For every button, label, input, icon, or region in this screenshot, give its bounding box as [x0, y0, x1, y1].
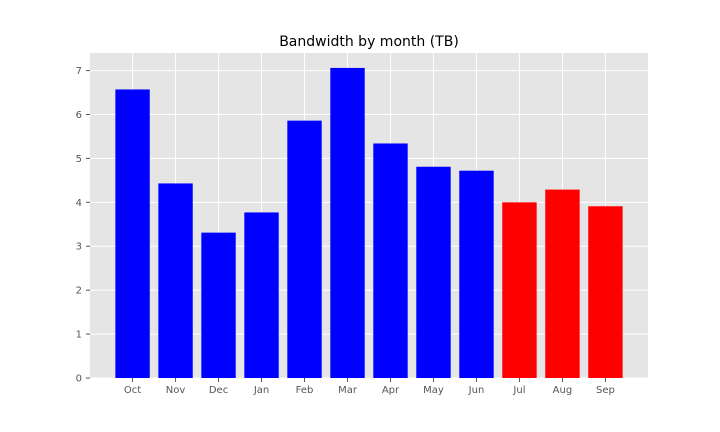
- x-tick-label: Jan: [253, 385, 269, 396]
- bar-jan: [244, 212, 279, 378]
- x-axis-ticks: Oct Nov Dec Jan Feb Mar Apr May Jun Jul Aug Sep: [124, 378, 615, 396]
- bar-nov: [158, 183, 193, 378]
- x-tick-label: Dec: [209, 385, 228, 396]
- bar-feb: [287, 120, 322, 378]
- bar-mar: [330, 67, 365, 378]
- y-tick-label: 2: [76, 286, 82, 297]
- x-tick-label: Jun: [468, 385, 485, 396]
- x-tick-label: Oct: [124, 385, 141, 396]
- bar-apr: [373, 143, 408, 378]
- x-tick-label: Feb: [296, 385, 314, 396]
- x-tick-label: May: [423, 385, 444, 396]
- bar-jun: [459, 170, 494, 378]
- bar-jul: [502, 202, 537, 378]
- y-axis-ticks: 0 1 2 3 4 5 6 7: [76, 66, 90, 385]
- chart-title: Bandwidth by month (TB): [279, 34, 459, 50]
- bar-may: [416, 166, 451, 378]
- x-tick-label: Sep: [596, 385, 615, 396]
- x-tick-label: Nov: [166, 385, 186, 396]
- bar-aug: [545, 189, 580, 378]
- bar-dec: [201, 232, 236, 378]
- bar-oct: [115, 89, 150, 379]
- y-tick-label: 6: [76, 110, 82, 121]
- y-tick-label: 0: [76, 374, 82, 385]
- x-tick-label: Mar: [338, 385, 358, 396]
- y-tick-label: 3: [76, 242, 82, 253]
- x-tick-label: Jul: [512, 385, 525, 396]
- bar-sep: [588, 206, 623, 378]
- y-tick-label: 7: [76, 66, 82, 77]
- x-tick-label: Aug: [553, 385, 573, 396]
- y-tick-label: 4: [76, 198, 82, 209]
- x-tick-label: Apr: [382, 385, 400, 396]
- y-tick-label: 5: [76, 154, 82, 165]
- bars: [115, 67, 623, 379]
- y-tick-label: 1: [76, 330, 82, 341]
